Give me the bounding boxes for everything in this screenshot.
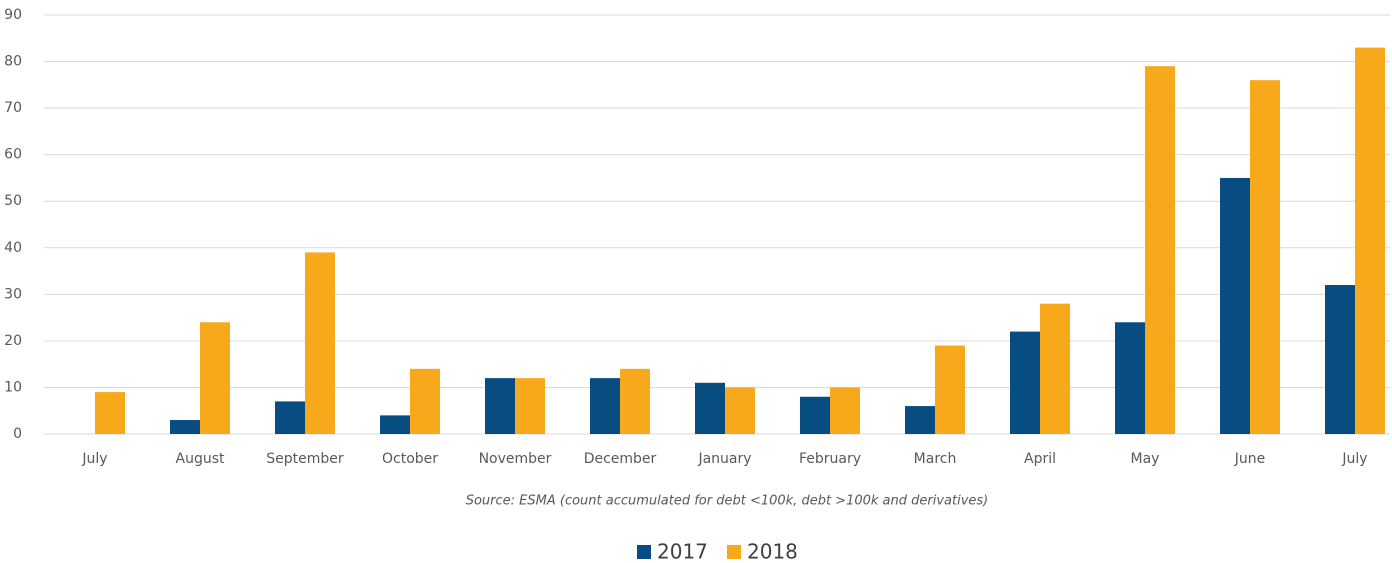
bar — [905, 406, 935, 434]
legend-swatch — [727, 545, 741, 559]
y-tick-label: 20 — [4, 333, 22, 349]
y-tick-label: 80 — [4, 54, 22, 70]
bar — [1250, 80, 1280, 434]
bar — [1115, 322, 1145, 434]
y-tick-label: 10 — [4, 379, 22, 395]
y-tick-label: 30 — [4, 286, 22, 302]
y-tick-label: 60 — [4, 147, 22, 163]
bar — [800, 396, 830, 434]
source-note: Source: ESMA (count accumulated for debt… — [466, 494, 989, 509]
x-tick-label: August — [176, 451, 226, 467]
bar — [1325, 285, 1355, 434]
x-tick-label: April — [1024, 451, 1056, 467]
y-tick-label: 70 — [4, 100, 22, 116]
y-tick-label: 0 — [13, 426, 22, 442]
x-tick-label: September — [266, 451, 344, 467]
bar — [1145, 66, 1175, 434]
y-tick-label: 40 — [4, 240, 22, 256]
legend-swatch — [637, 545, 651, 559]
bar — [275, 401, 305, 434]
bar — [410, 368, 440, 434]
bar — [1220, 177, 1250, 434]
bar — [1355, 47, 1385, 434]
x-tick-label: January — [697, 451, 751, 467]
bar — [725, 387, 755, 434]
bar — [1040, 303, 1070, 434]
x-tick-label: July — [81, 451, 107, 467]
bar — [95, 392, 125, 434]
legend-label: 2017 — [657, 540, 708, 563]
bar — [515, 378, 545, 434]
bar — [620, 368, 650, 434]
x-tick-label: October — [382, 451, 438, 467]
y-tick-label: 90 — [4, 7, 22, 23]
legend-label: 2018 — [747, 540, 798, 563]
bar — [1010, 331, 1040, 434]
x-tick-label: June — [1234, 451, 1266, 467]
bar — [380, 415, 410, 434]
x-tick-label: March — [914, 451, 957, 467]
bar — [935, 345, 965, 434]
x-tick-label: February — [799, 451, 861, 467]
y-tick-label: 50 — [4, 193, 22, 209]
bar — [485, 378, 515, 434]
bar — [305, 252, 335, 434]
x-tick-label: May — [1131, 451, 1160, 467]
bar — [695, 382, 725, 434]
bar — [830, 387, 860, 434]
bar — [170, 420, 200, 434]
x-tick-label: November — [479, 451, 552, 467]
x-tick-label: December — [584, 451, 657, 467]
bar — [200, 322, 230, 434]
bar — [590, 378, 620, 434]
x-tick-label: July — [1341, 451, 1367, 467]
